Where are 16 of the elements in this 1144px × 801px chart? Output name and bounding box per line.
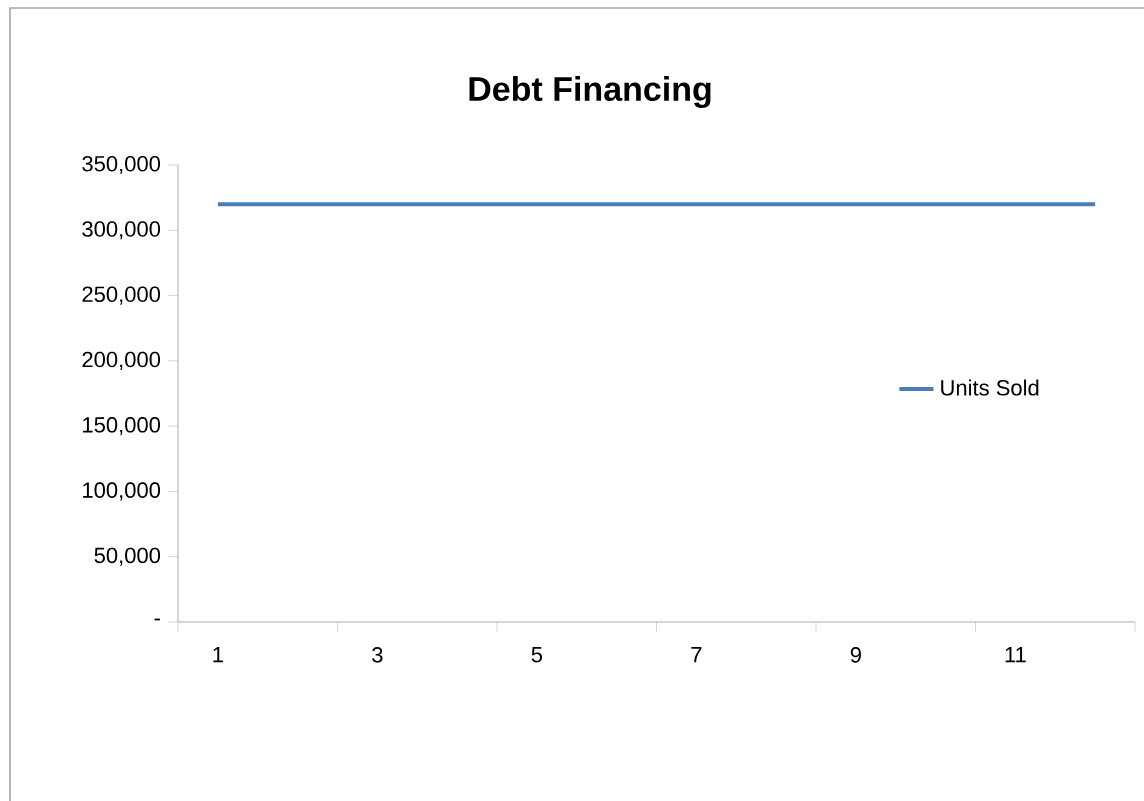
legend-label: Units Sold	[941, 379, 1039, 396]
y-tick-label: -	[154, 618, 160, 621]
x-tick-label: 5	[531, 647, 543, 663]
y-tick-label: 150,000	[83, 417, 161, 436]
y-tick-label: 200,000	[82, 351, 161, 370]
y-tick-label: 250,000	[82, 286, 161, 305]
x-tick-label: 7	[691, 647, 702, 663]
y-tick-label: 50,000	[94, 547, 161, 566]
y-tick-label: 100,000	[83, 482, 161, 501]
y-tick-label: 350,000	[82, 155, 161, 175]
x-tick-label: 1	[213, 647, 223, 663]
y-tick-label: 300,000	[82, 221, 161, 240]
x-tick-label: 9	[850, 647, 861, 663]
x-tick-label: 11	[1005, 647, 1026, 663]
chart-title: Debt Financing	[469, 76, 711, 108]
x-tick-label: 3	[372, 647, 383, 663]
